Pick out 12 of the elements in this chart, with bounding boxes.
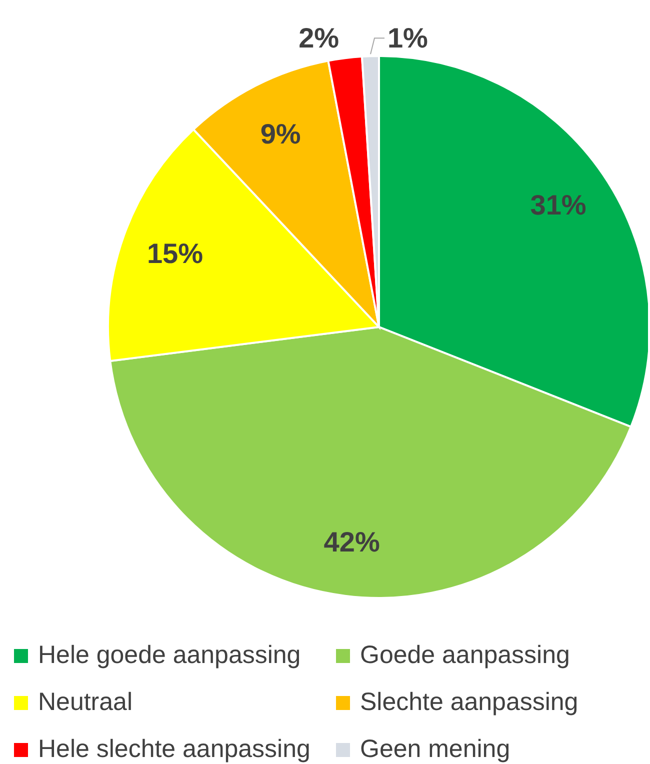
legend-label: Slechte aanpassing: [360, 688, 578, 717]
data-label: 1%: [387, 22, 428, 54]
legend-label: Hele slechte aanpassing: [38, 735, 310, 764]
legend-label: Geen mening: [360, 735, 510, 764]
legend-label: Hele goede aanpassing: [38, 641, 301, 670]
data-label: 31%: [530, 190, 586, 221]
data-label: 15%: [146, 238, 204, 270]
data-label: 9%: [260, 118, 301, 150]
data-label: 42%: [324, 526, 380, 558]
legend-label: Neutraal: [38, 688, 132, 717]
data-label: 2%: [298, 22, 340, 54]
legend-label: Goede aanpassing: [360, 641, 570, 670]
